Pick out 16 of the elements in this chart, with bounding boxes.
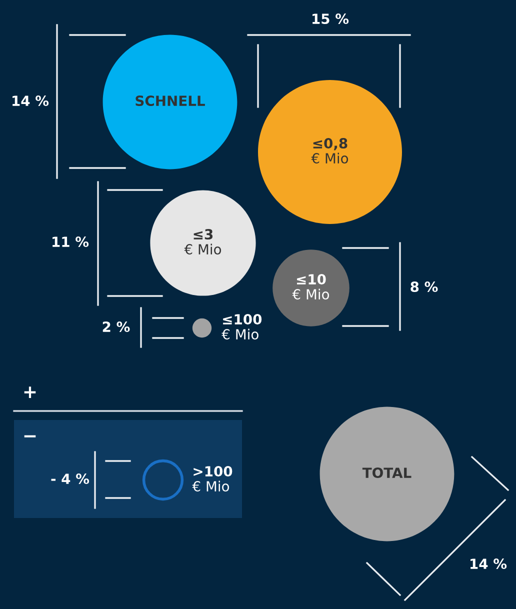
category-label: ≤0,8 € Mio (311, 138, 348, 164)
data-label: 14 % (470, 558, 507, 570)
data-label: 8 % (410, 282, 438, 292)
text: − (24, 435, 36, 438)
category-label: >100 € Mio (192, 466, 232, 492)
data-label: 15 % (312, 14, 349, 24)
text: + (24, 386, 36, 398)
category-label: ≤100 € Mio (222, 314, 262, 340)
category-label: ≤3 € Mio (184, 229, 222, 255)
data-label: - 4 % (51, 474, 90, 484)
data-label: 11 % (52, 236, 89, 248)
data-label: 2 % (102, 322, 130, 332)
data-label: 14 % (12, 96, 49, 106)
category-label: ≤10 € Mio (292, 274, 330, 300)
category-label: SCHNELL (136, 96, 205, 106)
category-label: TOTAL (362, 468, 412, 478)
